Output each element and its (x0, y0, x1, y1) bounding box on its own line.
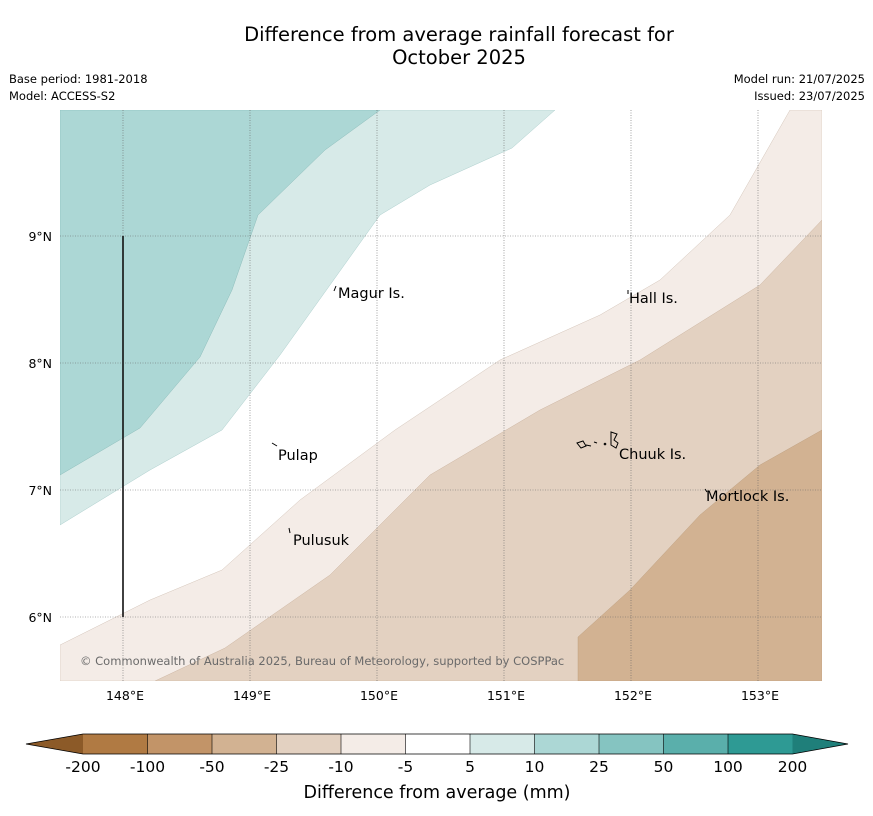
colorbar-tick: 10 (525, 758, 545, 776)
lat-tick: 7°N (28, 483, 52, 498)
island-shapes (271, 285, 708, 534)
map-title-line1: Difference from average rainfall forecas… (244, 23, 674, 46)
colorbar-segment (728, 734, 793, 754)
colorbar-segment (276, 734, 341, 754)
place-label-mortlock: Mortlock Is. (706, 489, 789, 505)
colorbar-tick: -100 (130, 758, 165, 776)
colorbar-tick: -25 (264, 758, 289, 776)
meta-left: Base period: 1981-2018 Model: ACCESS-S2 (9, 71, 148, 105)
model-name: Model: ACCESS-S2 (9, 89, 116, 103)
colorbar-label: Difference from average (mm) (303, 783, 570, 803)
colorbar-segment (534, 734, 599, 754)
colorbar-segment (663, 734, 728, 754)
colorbar-segment (405, 734, 470, 754)
colorbar-tick: -10 (328, 758, 353, 776)
lat-axis: 9°N 8°N 7°N 6°N (28, 229, 52, 625)
copyright-text: © Commonwealth of Australia 2025, Bureau… (80, 654, 564, 668)
band-plus-10 (60, 110, 381, 476)
model-run: Model run: 21/07/2025 (733, 72, 865, 86)
lon-tick: 152°E (614, 688, 652, 703)
colorbar-tick: 100 (713, 758, 743, 776)
colorbar-tick: 50 (654, 758, 674, 776)
lon-tick: 153°E (741, 688, 779, 703)
lat-tick: 9°N (28, 229, 52, 244)
place-labels: Magur Is. Hall Is. Pulap Chuuk Is. Mortl… (278, 286, 789, 549)
place-label-chuuk: Chuuk Is. (619, 447, 686, 463)
colorbar-low-arrow (26, 734, 83, 754)
place-label-pulap: Pulap (278, 448, 318, 464)
lon-tick: 150°E (360, 688, 398, 703)
colorbar-high-arrow (792, 734, 848, 754)
lon-tick: 149°E (233, 688, 271, 703)
colorbar-tick: 200 (778, 758, 808, 776)
lat-tick: 8°N (28, 356, 52, 371)
base-period: Base period: 1981-2018 (9, 72, 148, 86)
lon-tick: 151°E (487, 688, 525, 703)
place-label-hall: Hall Is. (629, 291, 678, 307)
colorbar-segment (341, 734, 406, 754)
colorbar-tick: -50 (199, 758, 224, 776)
issued-date: Issued: 23/07/2025 (754, 89, 865, 103)
place-label-pulusuk: Pulusuk (293, 533, 350, 549)
rainfall-contours (60, 110, 822, 681)
colorbar-segment (83, 734, 148, 754)
meta-right: Model run: 21/07/2025 Issued: 23/07/2025 (734, 71, 865, 105)
colorbar-tick: -5 (398, 758, 413, 776)
colorbar-segment (212, 734, 277, 754)
colorbar-segment (599, 734, 664, 754)
colorbar-segment (470, 734, 535, 754)
colorbar-segment (147, 734, 212, 754)
colorbar-outline (25, 733, 849, 755)
colorbar-tick: -200 (65, 758, 100, 776)
lon-tick: 148°E (106, 688, 144, 703)
colorbar-tick: 5 (465, 758, 475, 776)
lat-tick: 6°N (28, 610, 52, 625)
colorbar: -200 -100 -50 -25 -10 -5 5 10 25 50 100 200 (25, 733, 849, 776)
lon-axis: 148°E 149°E 150°E 151°E 152°E 153°E (106, 688, 779, 703)
map-title-line2: October 2025 (392, 46, 526, 69)
place-label-magur: Magur Is. (338, 286, 405, 302)
colorbar-tick: 25 (589, 758, 609, 776)
